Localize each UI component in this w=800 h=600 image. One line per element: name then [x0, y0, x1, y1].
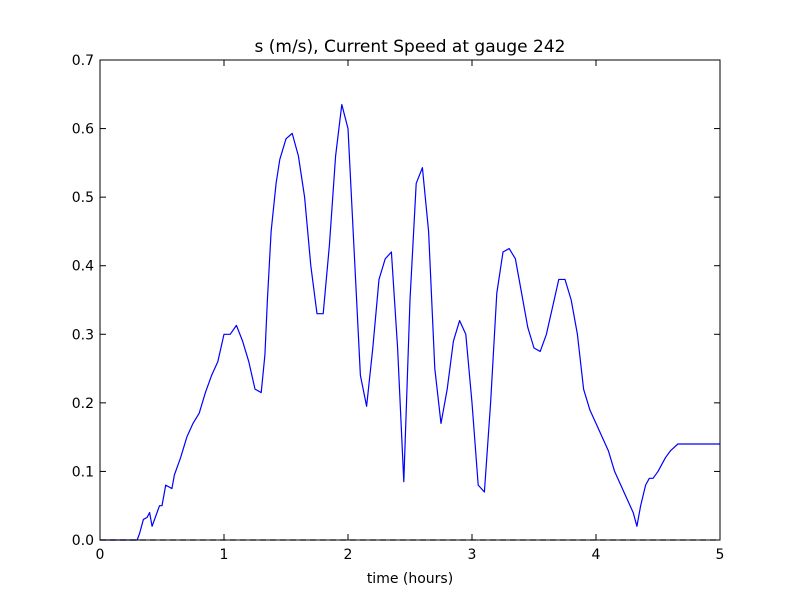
x-tick-label: 5 [716, 547, 725, 563]
x-tick-label: 1 [220, 547, 229, 563]
speed-series-line [100, 103, 720, 541]
y-tick-label: 0.0 [72, 533, 94, 549]
y-tick-label: 0.4 [72, 259, 94, 275]
x-tick-label: 3 [468, 547, 477, 563]
y-tick-label: 0.5 [72, 190, 94, 206]
x-tick-label: 0 [96, 547, 105, 563]
y-tick-label: 0.6 [72, 122, 94, 138]
x-axis-label: time (hours) [367, 571, 453, 587]
y-tick-label: 0.2 [72, 396, 94, 412]
y-tick-label: 0.7 [72, 53, 94, 69]
chart-title: s (m/s), Current Speed at gauge 242 [255, 37, 566, 57]
x-tick-label: 2 [344, 547, 353, 563]
y-tick-label: 0.3 [72, 327, 94, 343]
tick-layer: 0 1 2 3 4 5 0.0 0.1 0.2 0.3 0.4 0.5 0.6 0.7 [72, 53, 725, 563]
y-tick-label: 0.1 [72, 464, 94, 480]
x-tick-label: 4 [592, 547, 601, 563]
axes-frame [99, 59, 721, 541]
